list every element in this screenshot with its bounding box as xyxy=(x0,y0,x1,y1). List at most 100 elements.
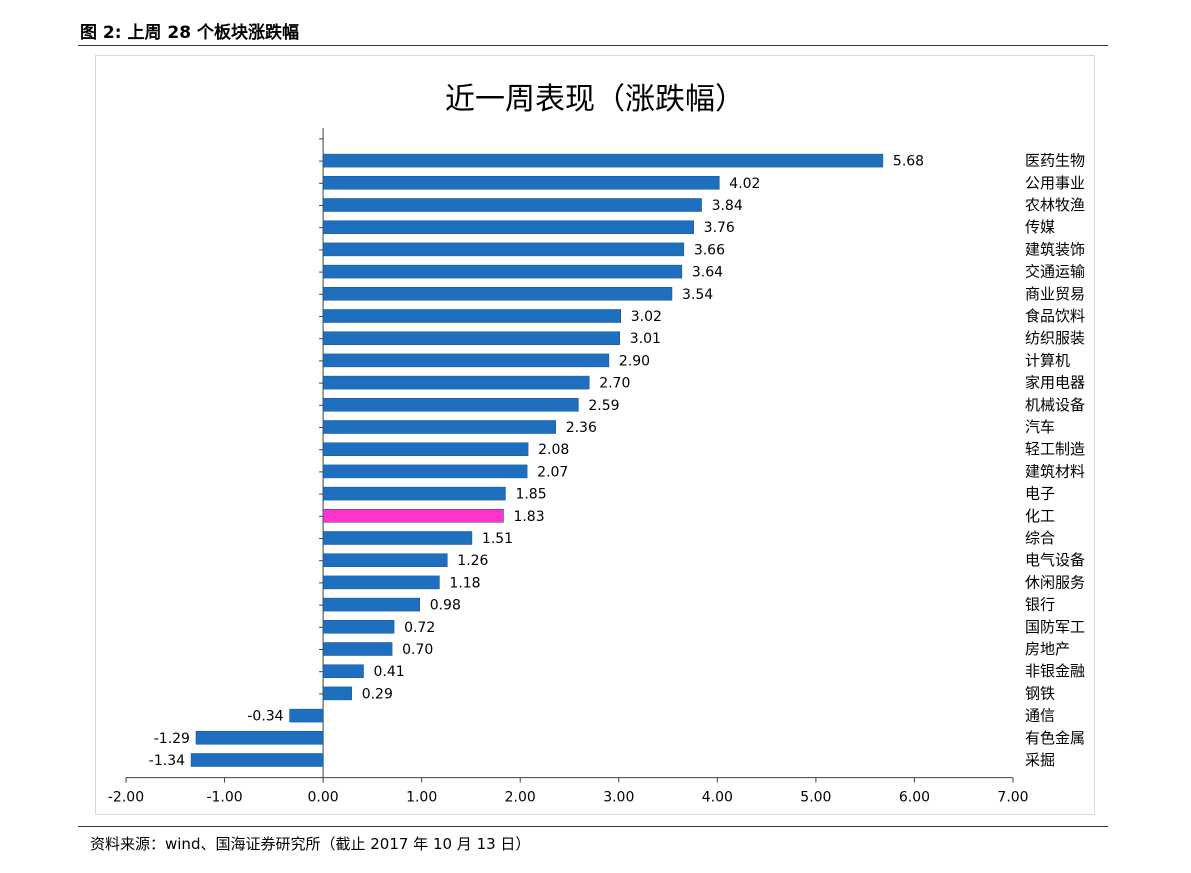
bar xyxy=(322,575,440,590)
category-label: 通信 xyxy=(1025,707,1055,725)
bar-value-label: 2.08 xyxy=(538,442,569,458)
bar-value-label: 3.66 xyxy=(694,242,725,258)
bar-value-label: 1.26 xyxy=(457,553,488,569)
bar xyxy=(322,176,720,190)
bar xyxy=(322,642,393,656)
bar xyxy=(322,153,884,168)
category-label: 化工 xyxy=(1025,507,1055,525)
chart-title: 近一周表现（涨跌幅） xyxy=(445,82,745,117)
bar-value-label: 0.98 xyxy=(430,598,461,614)
bar xyxy=(322,353,610,368)
category-label: 商业贸易 xyxy=(1025,285,1085,303)
bar xyxy=(322,420,556,434)
bar-value-label: 0.72 xyxy=(404,620,435,636)
category-label: 采掘 xyxy=(1025,751,1055,769)
bar xyxy=(322,664,364,678)
bar-value-label: 3.76 xyxy=(704,220,735,236)
category-label: 钢铁 xyxy=(1025,684,1055,702)
category-label: 电气设备 xyxy=(1025,551,1085,569)
category-label: 医药生物 xyxy=(1025,152,1085,170)
bar-value-label: -1.29 xyxy=(154,731,190,747)
bar-value-label: 2.70 xyxy=(599,376,630,392)
figure-title: 图 2: 上周 28 个板块涨跌幅 xyxy=(80,23,299,43)
bar-value-label: 2.59 xyxy=(588,398,619,414)
bar xyxy=(322,464,528,479)
bar xyxy=(322,686,352,701)
category-label: 非银金融 xyxy=(1025,662,1085,680)
category-label: 有色金属 xyxy=(1025,729,1085,747)
bar xyxy=(195,731,324,745)
category-label: 农林牧渔 xyxy=(1025,196,1085,214)
bar-value-label: 1.51 xyxy=(482,531,513,547)
value-tick-label: 3.00 xyxy=(603,790,634,806)
value-tick-label: 6.00 xyxy=(899,790,930,806)
value-tick-label: 7.00 xyxy=(997,790,1028,806)
bar-value-label: 1.18 xyxy=(449,575,480,591)
category-label: 国防军工 xyxy=(1025,618,1085,636)
top-rule xyxy=(78,45,1108,46)
bar xyxy=(322,220,694,234)
bar-value-label: 0.41 xyxy=(374,664,405,680)
value-tick-label: 4.00 xyxy=(702,790,733,806)
bar-value-label: -1.34 xyxy=(149,753,185,769)
bar-value-label: 3.84 xyxy=(712,198,743,214)
bar xyxy=(322,509,504,523)
bar-value-label: 3.02 xyxy=(631,309,662,325)
chart-frame: 近一周表现（涨跌幅） xyxy=(95,55,1095,815)
bar-value-label: 3.01 xyxy=(630,331,661,347)
category-label: 电子 xyxy=(1025,485,1055,503)
bar xyxy=(322,287,673,301)
category-label: 食品饮料 xyxy=(1025,307,1085,325)
value-tick-label: 1.00 xyxy=(406,790,437,806)
bar xyxy=(190,753,324,767)
source-note: 资料来源：wind、国海证券研究所（截止 2017 年 10 月 13 日） xyxy=(90,835,531,853)
category-label: 休闲服务 xyxy=(1025,573,1085,591)
bar-value-label: 2.07 xyxy=(537,464,568,480)
bar-value-label: 0.29 xyxy=(362,686,393,702)
bar-value-label: 1.83 xyxy=(513,509,544,525)
bar xyxy=(322,442,529,456)
bar xyxy=(322,597,420,612)
bar xyxy=(322,375,590,390)
bar xyxy=(289,708,324,723)
bar-value-label: 3.54 xyxy=(682,287,713,303)
category-label: 房地产 xyxy=(1025,640,1070,658)
category-label: 家用电器 xyxy=(1025,374,1085,392)
category-label: 机械设备 xyxy=(1025,396,1085,414)
bar xyxy=(322,553,448,567)
category-label: 建筑材料 xyxy=(1025,462,1085,480)
category-label: 计算机 xyxy=(1025,351,1070,369)
bar xyxy=(322,486,506,501)
bottom-rule xyxy=(78,826,1108,827)
category-label: 公用事业 xyxy=(1025,174,1085,192)
bar xyxy=(322,531,473,545)
bar xyxy=(322,620,395,634)
bar-value-label: 5.68 xyxy=(893,154,924,170)
category-label: 交通运输 xyxy=(1025,263,1085,281)
category-label: 轻工制造 xyxy=(1025,440,1085,458)
value-tick-label: 2.00 xyxy=(505,790,536,806)
bar-value-label: 2.90 xyxy=(619,353,650,369)
bar-value-label: 0.70 xyxy=(402,642,433,658)
category-label: 建筑装饰 xyxy=(1025,240,1085,258)
category-label: 汽车 xyxy=(1025,418,1055,436)
value-tick-label: -1.00 xyxy=(206,790,242,806)
value-tick-label: 0.00 xyxy=(308,790,339,806)
bar-value-label: 3.64 xyxy=(692,265,723,281)
bar xyxy=(322,242,685,257)
bar xyxy=(322,309,621,323)
value-tick-label: 5.00 xyxy=(800,790,831,806)
bar xyxy=(322,398,579,412)
bar-value-label: 1.85 xyxy=(515,487,546,503)
category-label: 纺织服装 xyxy=(1025,329,1085,347)
bar-value-label: 2.36 xyxy=(566,420,597,436)
category-label: 传媒 xyxy=(1025,218,1055,236)
category-label: 银行 xyxy=(1025,596,1055,614)
bar xyxy=(322,264,683,279)
category-label: 综合 xyxy=(1025,529,1055,547)
value-tick-label: -2.00 xyxy=(108,790,144,806)
bar-value-label: 4.02 xyxy=(729,176,760,192)
bar xyxy=(322,331,621,345)
bar-value-label: -0.34 xyxy=(247,709,283,725)
